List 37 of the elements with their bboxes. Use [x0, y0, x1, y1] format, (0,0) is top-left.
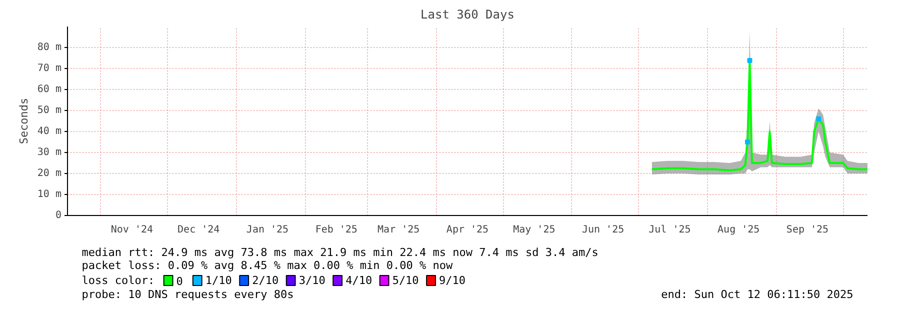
legend-title: loss color: — [82, 274, 155, 287]
x-tick-label: Nov '24 — [110, 224, 154, 236]
legend-label: 2/10 — [252, 274, 279, 287]
y-tick-label: 60 m — [37, 84, 62, 95]
x-tick-label: May '25 — [513, 224, 556, 236]
chart-title: Last 360 Days — [420, 8, 514, 22]
legend-label: 4/10 — [346, 274, 372, 287]
legend-label: 9/10 — [439, 274, 466, 287]
point — [816, 116, 822, 122]
x-tick-label: Feb '25 — [315, 224, 358, 236]
y-tick-label: 0 — [55, 210, 62, 221]
x-tick-label: Dec '24 — [178, 224, 220, 236]
y-axis-title: Seconds — [17, 98, 30, 144]
legend-label: 1/10 — [205, 274, 232, 287]
x-tick-label: Aug '25 — [718, 224, 760, 236]
y-tick-label: 20 m — [37, 168, 62, 179]
point — [747, 58, 752, 64]
x-tick-label: Apr '25 — [446, 224, 489, 236]
x-tick-label: Sep '25 — [786, 224, 829, 236]
y-tick-label: 30 m — [37, 147, 62, 158]
legend-label: 0 — [176, 275, 183, 288]
text: packet loss: 0.09 % avg 8.45 % max 0.00 % min 0.00 % now — [82, 259, 454, 272]
x-tick-label: Jan '25 — [246, 224, 289, 236]
x-tick-label: Jun '25 — [582, 224, 624, 236]
y-tick-label: 50 m — [37, 105, 62, 116]
y-tick-label: 40 m — [37, 126, 62, 137]
x-tick-label: Mar '25 — [378, 224, 420, 236]
legend-label: 5/10 — [392, 274, 419, 287]
x-tick-label: Jul '25 — [648, 224, 691, 236]
text: probe: 10 DNS requests every 80s — [82, 288, 294, 301]
legend-label: 3/10 — [298, 274, 326, 287]
text: end: Sun Oct 12 06:11:50 2025 — [661, 288, 854, 301]
y-tick-label: 10 m — [37, 189, 62, 200]
y-tick-label: 80 m — [37, 42, 62, 53]
point — [745, 140, 750, 144]
text: median rtt: 24.9 ms avg 73.8 ms max 21.9 ms min 22.4 ms now 7.4 ms sd 3.4 am/s — [82, 246, 598, 259]
y-tick-label: 70 m — [37, 63, 62, 74]
